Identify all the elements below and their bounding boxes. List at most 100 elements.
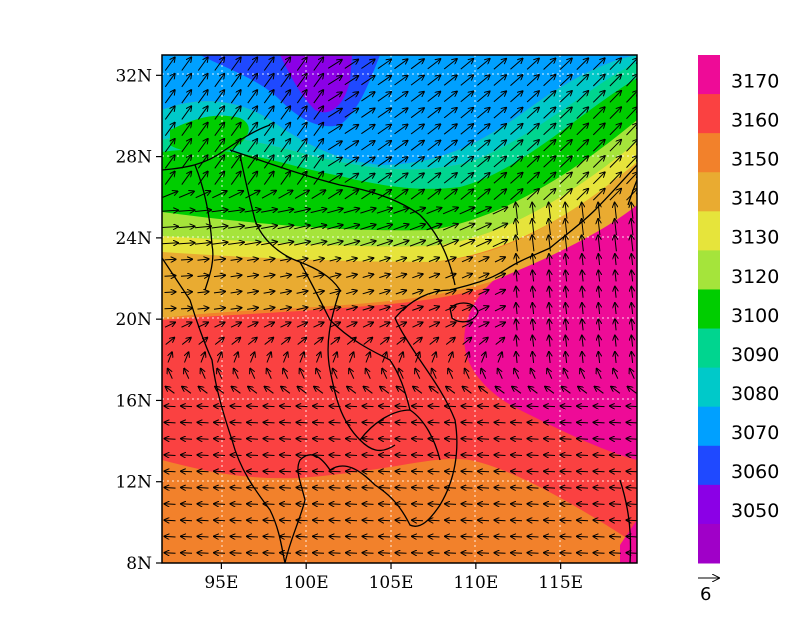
wind-vector bbox=[532, 303, 533, 315]
wind-vector bbox=[445, 455, 457, 456]
wind-vector bbox=[615, 287, 616, 298]
plot-frame bbox=[161, 54, 638, 564]
wind-vector bbox=[298, 387, 307, 394]
wind-vector bbox=[460, 124, 473, 135]
wind-vector bbox=[343, 225, 359, 230]
wind-vector bbox=[609, 58, 621, 71]
colorbar-swatch bbox=[698, 250, 720, 290]
wind-vector bbox=[412, 504, 424, 505]
colorbar-swatch bbox=[698, 445, 720, 486]
wind-vector bbox=[263, 275, 275, 277]
wind-vector bbox=[561, 439, 572, 440]
wind-vector bbox=[297, 553, 308, 554]
wind-vector bbox=[313, 291, 324, 294]
wind-vector bbox=[231, 520, 242, 521]
wind-vector bbox=[330, 471, 341, 472]
wind-vector bbox=[511, 439, 523, 440]
wind-vector bbox=[592, 124, 604, 136]
wind-vector bbox=[412, 307, 422, 311]
wind-vector bbox=[510, 108, 523, 119]
wind-vector bbox=[510, 189, 523, 201]
wind-vector bbox=[327, 174, 342, 183]
wind-vector bbox=[478, 338, 488, 345]
wind-vector bbox=[264, 338, 274, 345]
wind-vector bbox=[314, 387, 324, 394]
wind-vector bbox=[409, 241, 425, 247]
wind-vector bbox=[247, 155, 257, 169]
wind-vector bbox=[565, 319, 566, 331]
wind-vector bbox=[361, 174, 374, 184]
wind-vector bbox=[443, 108, 457, 119]
wind-vector bbox=[263, 74, 273, 88]
wind-vector bbox=[395, 274, 406, 278]
wind-vector bbox=[477, 75, 489, 86]
wind-vector bbox=[197, 259, 209, 260]
wind-vector bbox=[280, 536, 292, 537]
wind-vector bbox=[412, 338, 422, 345]
wind-vector bbox=[577, 488, 589, 489]
wind-vector bbox=[426, 240, 442, 247]
wind-vector bbox=[580, 369, 586, 379]
wind-vector bbox=[610, 536, 622, 537]
wind-vector bbox=[201, 352, 205, 363]
wind-vector bbox=[178, 191, 194, 198]
wind-vector bbox=[493, 189, 506, 200]
wind-vector bbox=[377, 92, 391, 102]
wind-vector bbox=[592, 75, 604, 87]
wind-vector bbox=[532, 235, 534, 252]
wind-vector bbox=[610, 471, 622, 472]
wind-vector bbox=[549, 219, 551, 236]
wind-vector bbox=[544, 520, 556, 521]
wind-vector bbox=[582, 203, 584, 219]
y-tick-label: 16N bbox=[115, 391, 152, 411]
wind-vector bbox=[394, 59, 408, 70]
wind-vector bbox=[377, 125, 391, 135]
wind-vector bbox=[280, 553, 292, 554]
wind-vector bbox=[247, 471, 259, 472]
wind-vector bbox=[362, 307, 374, 310]
wind-vector bbox=[561, 553, 572, 554]
wind-vector bbox=[296, 258, 308, 260]
coast-bay-of-bengal bbox=[162, 257, 286, 563]
wind-vector bbox=[445, 536, 457, 537]
wind-vector bbox=[181, 322, 192, 328]
wind-vector bbox=[247, 308, 258, 310]
colorbar-label: 3170 bbox=[731, 70, 779, 92]
wind-vector bbox=[181, 155, 191, 169]
wind-vector bbox=[330, 439, 341, 440]
coast-gulf-of-thailand bbox=[329, 317, 458, 527]
wind-vector bbox=[528, 455, 539, 456]
wind-vector bbox=[180, 276, 192, 277]
wind-vector bbox=[493, 140, 506, 152]
wind-vector bbox=[330, 406, 341, 407]
wind-vector bbox=[394, 190, 408, 200]
wind-vector bbox=[460, 157, 473, 168]
wind-vector bbox=[630, 369, 635, 379]
wind-vector bbox=[399, 369, 404, 379]
wind-vector bbox=[443, 173, 457, 184]
wind-vector bbox=[363, 439, 374, 440]
wind-vector bbox=[626, 91, 637, 103]
wind-vector bbox=[576, 91, 588, 103]
wind-vector bbox=[231, 422, 242, 423]
wind-vector bbox=[198, 488, 209, 489]
wind-vector bbox=[528, 536, 539, 537]
wind-vector bbox=[477, 108, 489, 119]
wind-vector bbox=[247, 338, 257, 345]
wind-vector bbox=[360, 241, 375, 247]
wind-vector bbox=[526, 75, 539, 87]
wind-vector bbox=[462, 471, 473, 472]
wind-vector bbox=[333, 369, 338, 379]
wind-vector bbox=[598, 254, 599, 266]
wind-vector bbox=[626, 172, 637, 185]
x-tick-label: 110E bbox=[453, 573, 498, 593]
wind-vector bbox=[344, 157, 358, 167]
x-axis: 95E 100E 105E 110E 115E bbox=[204, 563, 583, 593]
wind-vector bbox=[251, 352, 255, 363]
wind-vector bbox=[313, 90, 323, 104]
wind-vector bbox=[427, 92, 441, 102]
wind-vector bbox=[214, 422, 226, 423]
wind-vector bbox=[592, 172, 604, 185]
wind-vector bbox=[194, 210, 211, 212]
wind-vector bbox=[181, 439, 193, 440]
